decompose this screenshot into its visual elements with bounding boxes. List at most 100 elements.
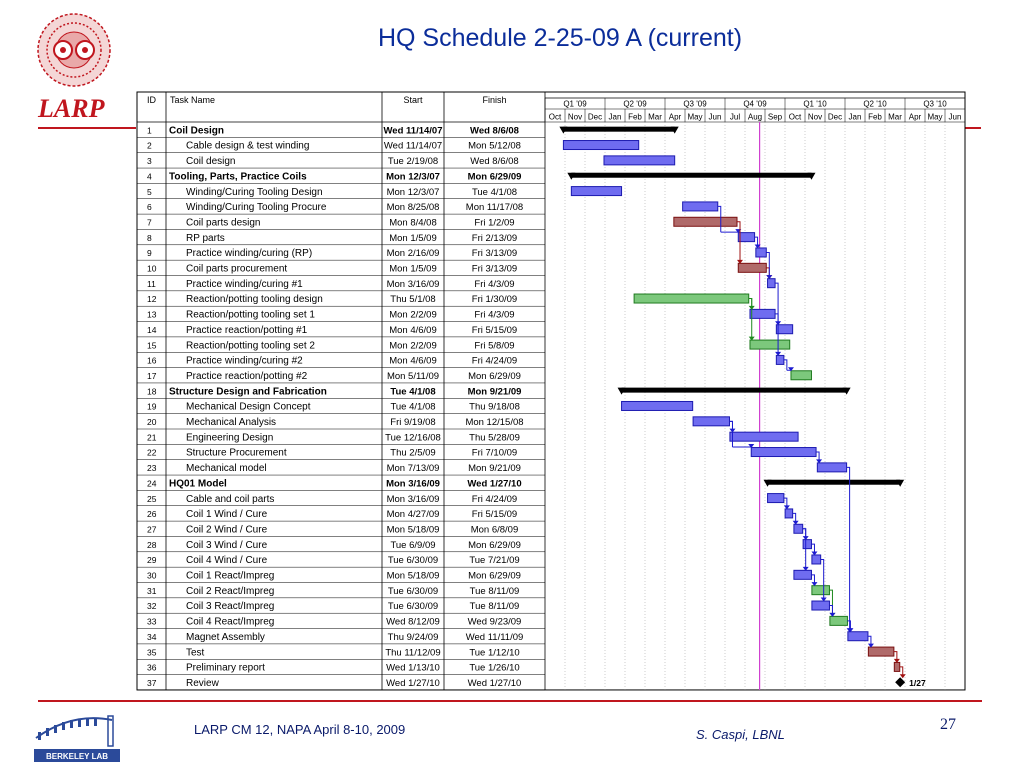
dependency-arrow (847, 628, 854, 633)
column-header: ID (147, 95, 157, 105)
task-start: Mon 2/2/09 (389, 310, 437, 321)
task-start: Tue 2/19/08 (388, 156, 438, 167)
dependency-arrow (802, 566, 809, 571)
task-finish: Fri 5/8/09 (474, 340, 514, 351)
task-finish: Mon 9/21/09 (468, 386, 522, 397)
task-start: Mon 3/16/09 (386, 478, 440, 489)
month-label: Feb (628, 113, 642, 122)
task-finish: Fri 7/10/09 (472, 448, 517, 459)
task-start: Mon 5/18/09 (387, 571, 440, 582)
dependency-arrow (811, 551, 818, 556)
task-start: Mon 4/6/09 (389, 356, 437, 367)
task-start: Mon 4/6/09 (389, 325, 437, 336)
task-id: 9 (147, 248, 152, 258)
task-id: 30 (147, 571, 157, 581)
task-bar (775, 324, 794, 335)
task-finish: Fri 1/30/09 (472, 294, 517, 305)
dependency-link (811, 574, 815, 586)
task-name: Review (186, 678, 220, 689)
task-finish: Thu 5/28/09 (469, 432, 520, 443)
task-start: Mon 8/25/08 (387, 202, 440, 213)
task-finish: Mon 12/15/08 (465, 417, 523, 428)
task-bar (767, 278, 776, 289)
task-finish: Fri 4/24/09 (472, 494, 517, 505)
summary-cap (842, 387, 851, 395)
task-start: Mon 12/3/07 (386, 171, 440, 182)
slide-title: HQ Schedule 2-25-09 A (current) (377, 24, 743, 52)
task-id: 4 (147, 171, 152, 181)
quarter-label: Q3 '10 (923, 100, 947, 109)
task-name: Reaction/potting tooling design (186, 294, 323, 305)
task-finish: Tue 4/1/08 (472, 187, 517, 198)
dependency-arrow (816, 459, 823, 464)
task-start: Wed 1/27/10 (386, 678, 440, 689)
month-label: Jan (849, 113, 862, 122)
task-start: Tue 4/1/08 (390, 402, 435, 413)
task-bar (562, 140, 640, 151)
task-name: Coil 3 Wind / Cure (186, 540, 268, 551)
task-bar (893, 661, 901, 672)
task-name: Practice reaction/potting #1 (186, 325, 308, 336)
task-id: 37 (147, 678, 157, 688)
task-bar (682, 201, 719, 212)
task-id: 36 (147, 663, 157, 673)
task-name: Coil design (186, 156, 235, 167)
dependency-link (899, 666, 904, 678)
dependency-link (717, 205, 739, 233)
dependency-arrow (748, 444, 755, 449)
task-finish: Fri 5/15/09 (472, 325, 517, 336)
dependency-link (729, 420, 752, 448)
task-bar (729, 431, 799, 442)
task-name: Mechanical Analysis (186, 417, 276, 428)
task-bar (829, 615, 848, 626)
month-label: Apr (909, 113, 922, 122)
task-finish: Mon 6/29/09 (468, 571, 521, 582)
task-id: 29 (147, 555, 157, 565)
month-label: May (927, 113, 942, 122)
task-name: Tooling, Parts, Practice Coils (169, 171, 307, 182)
task-id: 11 (147, 279, 156, 289)
task-start: Mon 12/3/07 (387, 187, 440, 198)
task-bar (749, 308, 776, 319)
task-bar (790, 370, 812, 381)
page-number: 27 (940, 716, 956, 733)
task-bar (811, 600, 830, 611)
task-start: Mon 4/27/09 (387, 509, 440, 520)
month-label: Oct (549, 113, 562, 122)
task-bar (811, 554, 822, 565)
task-id: 33 (147, 617, 157, 627)
task-id: 32 (147, 601, 157, 611)
task-bar (737, 262, 767, 273)
month-label: Mar (648, 113, 662, 122)
dependency-link (829, 605, 833, 616)
task-bar (867, 646, 895, 657)
task-start: Wed 11/14/07 (384, 125, 443, 136)
quarter-label: Q4 '09 (743, 100, 767, 109)
task-start: Mon 1/5/09 (389, 264, 437, 275)
task-id: 24 (147, 478, 157, 488)
month-label: Aug (748, 113, 762, 122)
task-id: 20 (147, 417, 157, 427)
dependency-link (754, 236, 759, 248)
summary-cap (896, 479, 905, 487)
task-id: 6 (147, 202, 152, 212)
task-id: 23 (147, 463, 157, 473)
task-id: 28 (147, 540, 157, 550)
dependency-link (847, 620, 851, 632)
dependency-link (775, 282, 779, 355)
task-name: HQ01 Model (169, 478, 227, 489)
footer-left-text: LARP CM 12, NAPA April 8-10, 2009 (194, 722, 406, 737)
task-finish: Mon 6/29/09 (468, 371, 521, 382)
column-header: Start (403, 95, 423, 105)
summary-cap (670, 126, 679, 134)
task-start: Mon 5/11/09 (387, 371, 439, 382)
cern-logo-icon (37, 13, 111, 87)
task-name: Coil Design (169, 125, 224, 136)
task-name: Winding/Curing Tooling Procure (186, 202, 327, 213)
task-id: 21 (147, 432, 157, 442)
month-label: Nov (808, 113, 822, 122)
task-name: Engineering Design (186, 432, 273, 443)
task-id: 3 (147, 156, 152, 166)
task-name: Mechanical Design Concept (186, 402, 311, 413)
task-id: 35 (147, 647, 157, 657)
